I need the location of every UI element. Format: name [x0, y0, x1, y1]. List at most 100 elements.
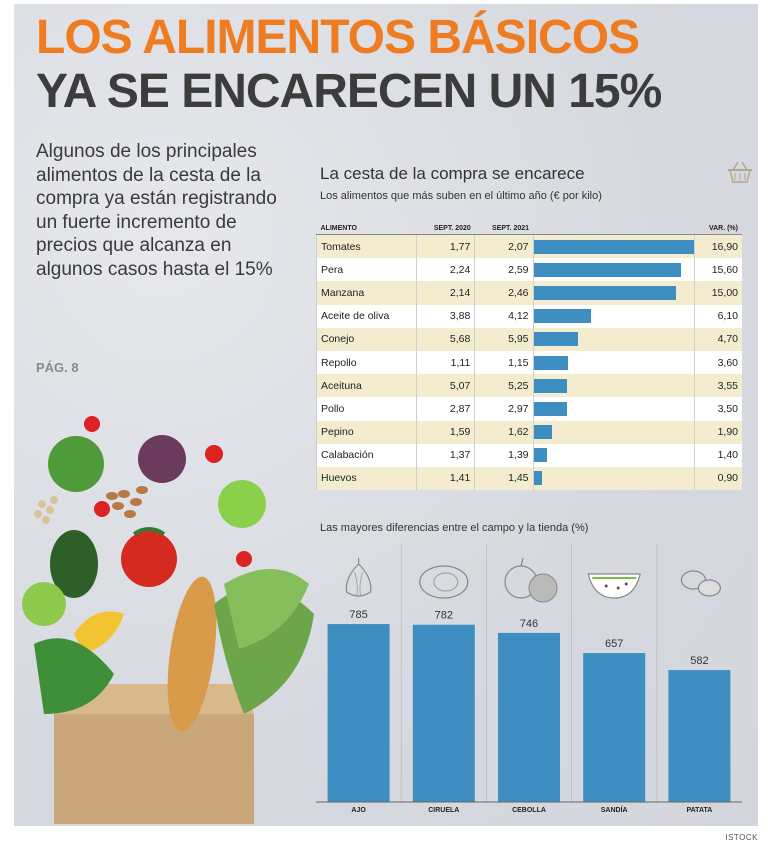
cell-var: 15,60 [693, 258, 742, 282]
cell-var: 1,90 [693, 420, 742, 444]
cell-sept2021: 2,59 [474, 258, 534, 282]
col-header-2021: SEPT. 2021 [474, 222, 534, 235]
cell-var: 3,55 [693, 374, 742, 398]
cell-sept2021: 2,07 [474, 234, 534, 259]
variation-bar-cell [532, 304, 695, 328]
cell-sept2020: 1,41 [416, 466, 475, 491]
variation-bar-cell [532, 350, 695, 375]
cell-var: 0,90 [693, 466, 742, 491]
price-table: ALIMENTO SEPT. 2020 SEPT. 2021 VAR. (%) … [315, 222, 742, 491]
page-reference: PÁG. 8 [36, 360, 79, 375]
variation-bar [533, 401, 567, 416]
col-header-bar [533, 222, 695, 235]
category-label: PATATA [687, 807, 713, 814]
category-label: CIRUELA [428, 807, 459, 814]
variation-bar-cell [532, 420, 695, 444]
cell-sept2021: 1,39 [474, 443, 534, 467]
cell-sept2021: 4,12 [474, 304, 534, 328]
bar-value-label: 785 [349, 609, 367, 621]
variation-bar [533, 355, 568, 370]
cell-sept2021: 5,95 [474, 327, 534, 351]
headline-line2: YA SE ENCARECEN UN 15% [36, 65, 662, 118]
col-header-var: VAR. (%) [694, 222, 742, 235]
cell-item: Pera [315, 258, 417, 282]
cell-sept2021: 2,46 [474, 281, 534, 305]
infographic: LOS ALIMENTOS BÁSICOS YA SE ENCARECEN UN… [14, 4, 758, 826]
bar-value-label: 746 [520, 618, 538, 630]
col-header-item: ALIMENTO [316, 222, 417, 235]
cell-var: 3,50 [693, 397, 742, 421]
table-row: Manzana 2,14 2,46 15,00 [315, 281, 742, 305]
table-body: Tomates 1,77 2,07 16,90 Pera 2,24 2,59 15,60 Man… [315, 234, 742, 491]
bar-chart: 785 AJO 782 CIRUELA 746 CEBOLLA 657 SANDÍA 582 PA… [316, 544, 742, 814]
bar-value-label: 657 [605, 638, 623, 650]
cell-sept2020: 2,24 [416, 258, 475, 282]
headline-line1: LOS ALIMENTOS BÁSICOS [36, 11, 640, 64]
cell-item: Aceite de oliva [315, 304, 417, 328]
cell-var: 3,60 [693, 350, 742, 375]
cell-item: Huevos [315, 466, 417, 491]
category-label: SANDÍA [601, 805, 628, 814]
variation-bar-cell [532, 234, 695, 259]
cell-sept2020: 3,88 [416, 304, 475, 328]
cell-sept2021: 2,97 [474, 397, 534, 421]
bar-cebolla [498, 632, 560, 802]
variation-bar [533, 425, 552, 440]
col-header-2020: SEPT. 2020 [416, 222, 475, 235]
plum-icon [419, 565, 469, 599]
table-row: Pepino 1,59 1,62 1,90 [315, 420, 742, 444]
cell-sept2020: 2,14 [416, 281, 475, 305]
table-row: Aceite de oliva 3,88 4,12 6,10 [315, 304, 742, 328]
cell-item: Conejo [315, 327, 417, 351]
variation-bar-cell [532, 466, 695, 491]
cell-item: Aceituna [315, 374, 417, 398]
cell-sept2021: 1,45 [474, 466, 534, 491]
basket-icon [728, 161, 752, 183]
table-row: Huevos 1,41 1,45 0,90 [315, 466, 742, 491]
watermelon-icon [587, 573, 641, 599]
bar-chart-title: Las mayores diferencias entre el campo y… [320, 522, 589, 534]
cell-sept2020: 1,59 [416, 420, 475, 444]
bar-sandía [583, 653, 646, 802]
groceries-bag-illustration [22, 416, 314, 824]
cell-item: Calabación [315, 443, 417, 467]
variation-bar [533, 285, 676, 300]
cell-item: Pepino [315, 420, 417, 444]
table-row: Pera 2,24 2,59 15,60 [315, 258, 742, 282]
category-label: AJO [351, 807, 366, 814]
bar-value-label: 782 [435, 610, 453, 622]
variation-bar [533, 262, 682, 277]
variation-bar [533, 239, 694, 254]
cell-var: 6,10 [693, 304, 742, 328]
cell-var: 16,90 [693, 234, 742, 259]
category-label: CEBOLLA [512, 807, 546, 814]
variation-bar-cell [532, 374, 695, 398]
variation-bar [533, 309, 592, 324]
bar-ciruela [412, 624, 475, 802]
cell-sept2020: 2,87 [416, 397, 475, 421]
variation-bar-cell [532, 327, 695, 351]
variation-bar-cell [532, 281, 695, 305]
bar-ajo [327, 624, 390, 802]
cell-sept2020: 5,68 [416, 327, 475, 351]
cell-item: Repollo [315, 350, 417, 375]
cell-sept2020: 1,11 [416, 350, 475, 375]
cell-sept2020: 1,77 [416, 234, 475, 259]
cell-var: 1,40 [693, 443, 742, 467]
cell-sept2020: 1,37 [416, 443, 475, 467]
variation-bar-cell [532, 443, 695, 467]
table-row: Aceituna 5,07 5,25 3,55 [315, 374, 742, 398]
cell-item: Pollo [315, 397, 417, 421]
table-row: Repollo 1,11 1,15 3,60 [315, 350, 742, 375]
table-title: La cesta de la compra se encarece [320, 164, 585, 183]
variation-bar [533, 332, 578, 347]
table-row: Calabación 1,37 1,39 1,40 [315, 443, 742, 467]
variation-bar [533, 448, 547, 463]
table-row: Conejo 5,68 5,95 4,70 [315, 327, 742, 351]
cell-sept2020: 5,07 [416, 374, 475, 398]
cell-item: Manzana [315, 281, 417, 305]
cell-item: Tomates [315, 234, 417, 259]
bar-value-label: 582 [690, 655, 708, 667]
garlic-icon [345, 558, 372, 597]
table-row: Pollo 2,87 2,97 3,50 [315, 397, 742, 421]
